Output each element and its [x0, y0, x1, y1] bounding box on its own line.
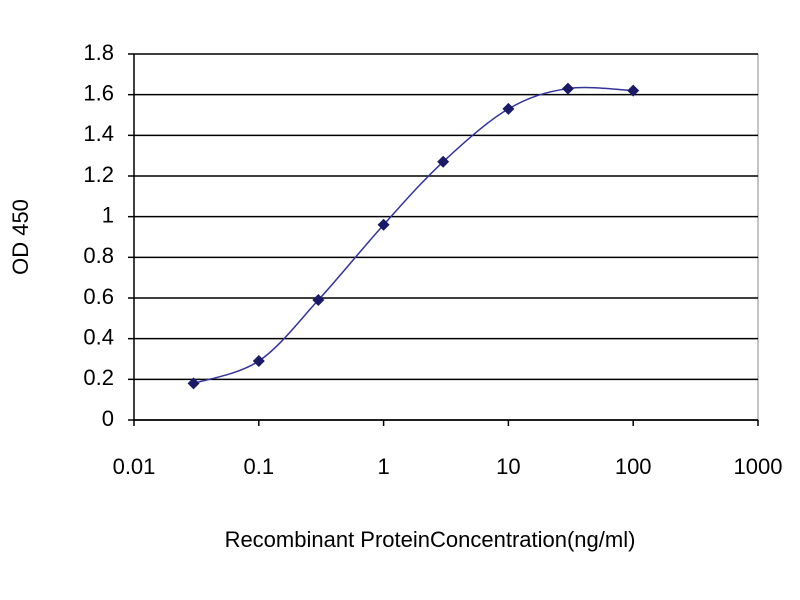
y-tick-label: 0.4 — [83, 324, 114, 349]
y-axis-label: OD 450 — [8, 199, 33, 275]
y-tick-label: 0.8 — [83, 243, 114, 268]
y-tick-label: 1.8 — [83, 40, 114, 65]
x-tick-label: 0.1 — [244, 454, 275, 479]
y-tick-label: 1.4 — [83, 121, 114, 146]
x-tick-label: 100 — [615, 454, 652, 479]
data-point — [561, 82, 574, 95]
data-point — [377, 218, 390, 231]
x-tick-label: 10 — [496, 454, 520, 479]
data-point — [312, 294, 325, 307]
x-tick-label: 1 — [377, 454, 389, 479]
data-point — [252, 355, 265, 368]
y-tick-label: 0 — [102, 406, 114, 431]
y-tick-label: 0.6 — [83, 284, 114, 309]
data-point — [627, 84, 640, 97]
x-tick-label: 0.01 — [113, 454, 156, 479]
x-tick-label: 1000 — [734, 454, 783, 479]
y-tick-label: 1 — [102, 202, 114, 227]
data-line — [193, 86, 634, 385]
y-tick-label: 0.2 — [83, 365, 114, 390]
data-point — [187, 377, 200, 390]
y-tick-label: 1.6 — [83, 80, 114, 105]
y-tick-label: 1.2 — [83, 162, 114, 187]
x-axis-label: Recombinant ProteinConcentration(ng/ml) — [225, 527, 636, 552]
plot-area — [133, 53, 759, 421]
data-point — [437, 155, 450, 168]
data-point — [502, 102, 515, 115]
